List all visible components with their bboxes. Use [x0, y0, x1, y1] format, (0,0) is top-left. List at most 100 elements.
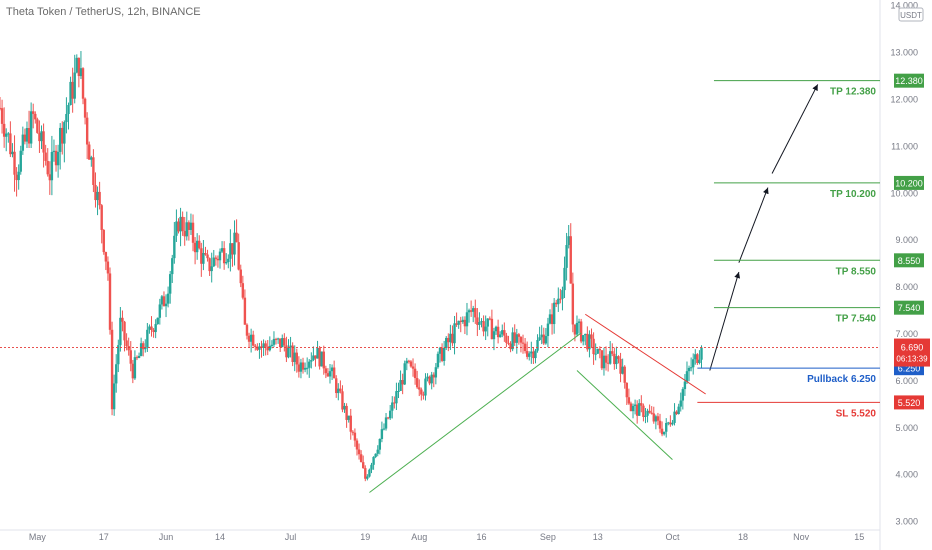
candle-body	[229, 243, 232, 259]
candle-body	[177, 221, 180, 232]
candle-body	[662, 431, 666, 435]
y-tick-label: 13.000	[890, 48, 918, 58]
candle-body	[430, 374, 433, 384]
candle-body	[320, 351, 323, 367]
candle-body	[175, 221, 178, 236]
candle-body	[667, 422, 670, 424]
candle-body	[671, 422, 674, 425]
y-tick-label: 14.000	[890, 1, 918, 11]
currency-badge-label: USDT	[900, 11, 922, 20]
candle-body	[453, 323, 456, 344]
candle-body	[202, 253, 205, 264]
candle-body	[619, 358, 622, 374]
candle-body	[9, 133, 12, 155]
candle-body	[694, 354, 697, 360]
candle-body	[42, 131, 45, 153]
candle-body	[193, 242, 197, 253]
candle-body	[19, 150, 22, 172]
candle-body	[490, 318, 494, 340]
candle-body	[536, 339, 539, 351]
candle-body	[650, 412, 653, 414]
candle-body	[611, 351, 614, 354]
candle-body	[362, 462, 365, 469]
y-tick-label: 9.000	[895, 235, 918, 245]
candle-body	[13, 151, 16, 175]
trendline	[369, 332, 582, 493]
candle-body	[449, 333, 452, 343]
candle-body	[75, 57, 78, 73]
candle-body	[63, 122, 66, 144]
candle-body	[146, 329, 149, 348]
candle-body	[540, 334, 543, 338]
y-tick-label: 12.000	[890, 94, 918, 104]
candle-body	[164, 303, 168, 307]
candle-body	[23, 134, 27, 142]
candle-body	[656, 416, 660, 421]
candle-body	[469, 310, 473, 312]
candle-body	[129, 350, 132, 364]
candle-body	[283, 338, 286, 346]
x-tick-label: Jun	[159, 532, 174, 542]
candle-body	[401, 379, 404, 385]
candle-body	[264, 343, 267, 347]
x-tick-label: Oct	[665, 532, 680, 542]
candle-body	[65, 114, 68, 123]
candle-body	[615, 356, 618, 365]
candle-body	[600, 350, 604, 369]
candle-body	[268, 345, 272, 351]
candle-body	[108, 273, 112, 330]
candle-body	[214, 257, 218, 259]
candle-body	[542, 334, 545, 344]
candle-body	[608, 351, 612, 364]
candle-body	[679, 400, 682, 407]
candle-body	[231, 243, 234, 255]
candle-body	[517, 334, 521, 337]
candle-body	[646, 410, 649, 416]
candle-body	[285, 345, 288, 358]
candle-body	[349, 415, 352, 432]
candle-body	[119, 317, 122, 346]
candle-body	[256, 346, 259, 350]
candle-body	[212, 257, 215, 267]
candle-body	[166, 293, 170, 304]
candle-body	[550, 314, 554, 325]
candle-body	[698, 359, 701, 363]
candle-body	[52, 150, 56, 152]
candle-body	[388, 410, 392, 419]
candle-body	[509, 343, 512, 350]
candle-body	[21, 134, 25, 151]
candle-body	[204, 253, 207, 255]
candle-body	[191, 222, 195, 243]
candle-body	[266, 346, 269, 351]
candle-body	[621, 366, 624, 374]
level-label: TP 10.200	[830, 189, 876, 200]
candle-body	[281, 338, 284, 347]
candle-body	[409, 361, 413, 367]
candle-body	[2, 123, 6, 137]
candle-body	[50, 151, 54, 181]
candle-body	[137, 355, 141, 358]
candle-body	[519, 336, 523, 343]
candle-body	[675, 411, 678, 415]
candle-body	[515, 334, 518, 343]
candle-body	[332, 367, 336, 379]
candle-body	[110, 329, 114, 410]
candle-body	[183, 230, 186, 237]
candle-body	[393, 402, 396, 404]
candle-body	[652, 413, 655, 422]
candle-body	[347, 415, 350, 420]
candle-body	[102, 229, 105, 253]
candle-body	[665, 422, 668, 432]
candle-body	[432, 374, 435, 378]
candle-body	[88, 144, 91, 160]
candle-body	[459, 320, 462, 323]
candle-body	[501, 330, 504, 335]
candle-body	[660, 428, 664, 435]
candle-body	[687, 367, 691, 372]
candle-body	[262, 343, 265, 348]
candle-body	[310, 360, 313, 362]
y-tick-label: 5.000	[895, 423, 918, 433]
candle-body	[696, 354, 699, 363]
y-tick-label: 8.000	[895, 282, 918, 292]
